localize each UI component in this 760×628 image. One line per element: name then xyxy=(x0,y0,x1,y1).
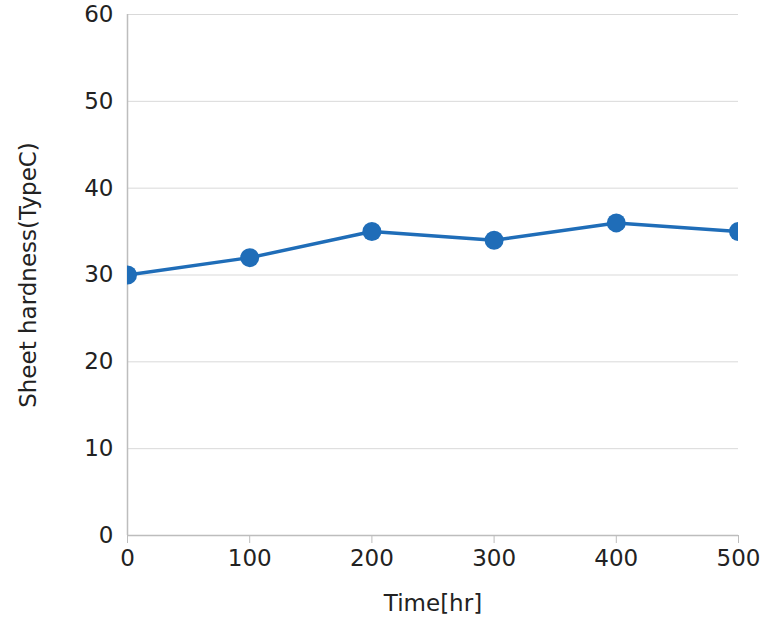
svg-text:400: 400 xyxy=(594,545,638,571)
svg-text:20: 20 xyxy=(84,348,113,374)
svg-text:40: 40 xyxy=(84,175,113,201)
svg-text:0: 0 xyxy=(99,522,114,548)
svg-text:100: 100 xyxy=(228,545,272,571)
svg-text:10: 10 xyxy=(84,435,113,461)
svg-text:300: 300 xyxy=(472,545,516,571)
svg-text:200: 200 xyxy=(350,545,394,571)
svg-text:50: 50 xyxy=(84,88,113,114)
svg-text:60: 60 xyxy=(84,1,113,27)
svg-text:0: 0 xyxy=(120,545,135,571)
svg-text:Sheet hardness(TypeC): Sheet hardness(TypeC) xyxy=(15,142,41,408)
svg-text:30: 30 xyxy=(84,261,113,287)
svg-text:Time[hr]: Time[hr] xyxy=(383,590,482,616)
svg-text:500: 500 xyxy=(717,545,760,571)
